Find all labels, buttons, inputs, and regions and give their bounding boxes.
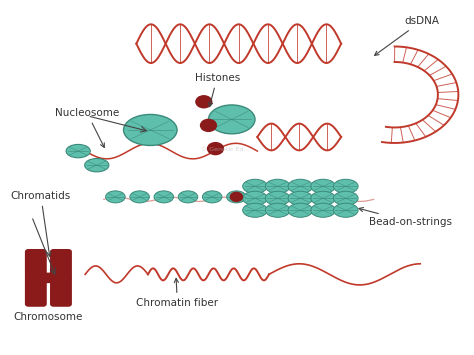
Ellipse shape — [202, 191, 222, 203]
Ellipse shape — [311, 203, 336, 217]
Ellipse shape — [288, 203, 313, 217]
Ellipse shape — [130, 191, 149, 203]
Ellipse shape — [106, 191, 125, 203]
FancyBboxPatch shape — [39, 273, 57, 283]
Ellipse shape — [288, 179, 313, 193]
Ellipse shape — [85, 158, 109, 172]
FancyBboxPatch shape — [26, 277, 46, 306]
Circle shape — [230, 192, 242, 201]
FancyBboxPatch shape — [51, 277, 71, 306]
Text: Chromatin fiber: Chromatin fiber — [137, 278, 219, 308]
Text: © Genetic Ed...: © Genetic Ed... — [201, 147, 250, 152]
Ellipse shape — [124, 114, 177, 146]
Ellipse shape — [311, 191, 336, 205]
Ellipse shape — [265, 179, 290, 193]
Text: Nucleosome: Nucleosome — [55, 108, 119, 147]
Ellipse shape — [311, 179, 336, 193]
Ellipse shape — [243, 191, 267, 205]
Ellipse shape — [288, 191, 313, 205]
FancyBboxPatch shape — [26, 250, 46, 279]
Circle shape — [201, 119, 217, 131]
Circle shape — [196, 96, 212, 108]
FancyBboxPatch shape — [51, 250, 71, 279]
Ellipse shape — [227, 191, 246, 203]
Ellipse shape — [333, 191, 358, 205]
Ellipse shape — [243, 203, 267, 217]
Circle shape — [208, 143, 223, 155]
Ellipse shape — [265, 191, 290, 205]
Ellipse shape — [265, 203, 290, 217]
Text: Chromatids: Chromatids — [11, 191, 71, 256]
Text: Bead-on-strings: Bead-on-strings — [359, 208, 452, 227]
Ellipse shape — [333, 203, 358, 217]
Ellipse shape — [333, 179, 358, 193]
Ellipse shape — [154, 191, 173, 203]
Ellipse shape — [178, 191, 198, 203]
Ellipse shape — [209, 105, 255, 134]
Ellipse shape — [66, 144, 90, 158]
Text: Histones: Histones — [194, 73, 240, 107]
Ellipse shape — [243, 179, 267, 193]
Text: dsDNA: dsDNA — [374, 16, 439, 55]
Text: Chromosome: Chromosome — [13, 312, 82, 322]
